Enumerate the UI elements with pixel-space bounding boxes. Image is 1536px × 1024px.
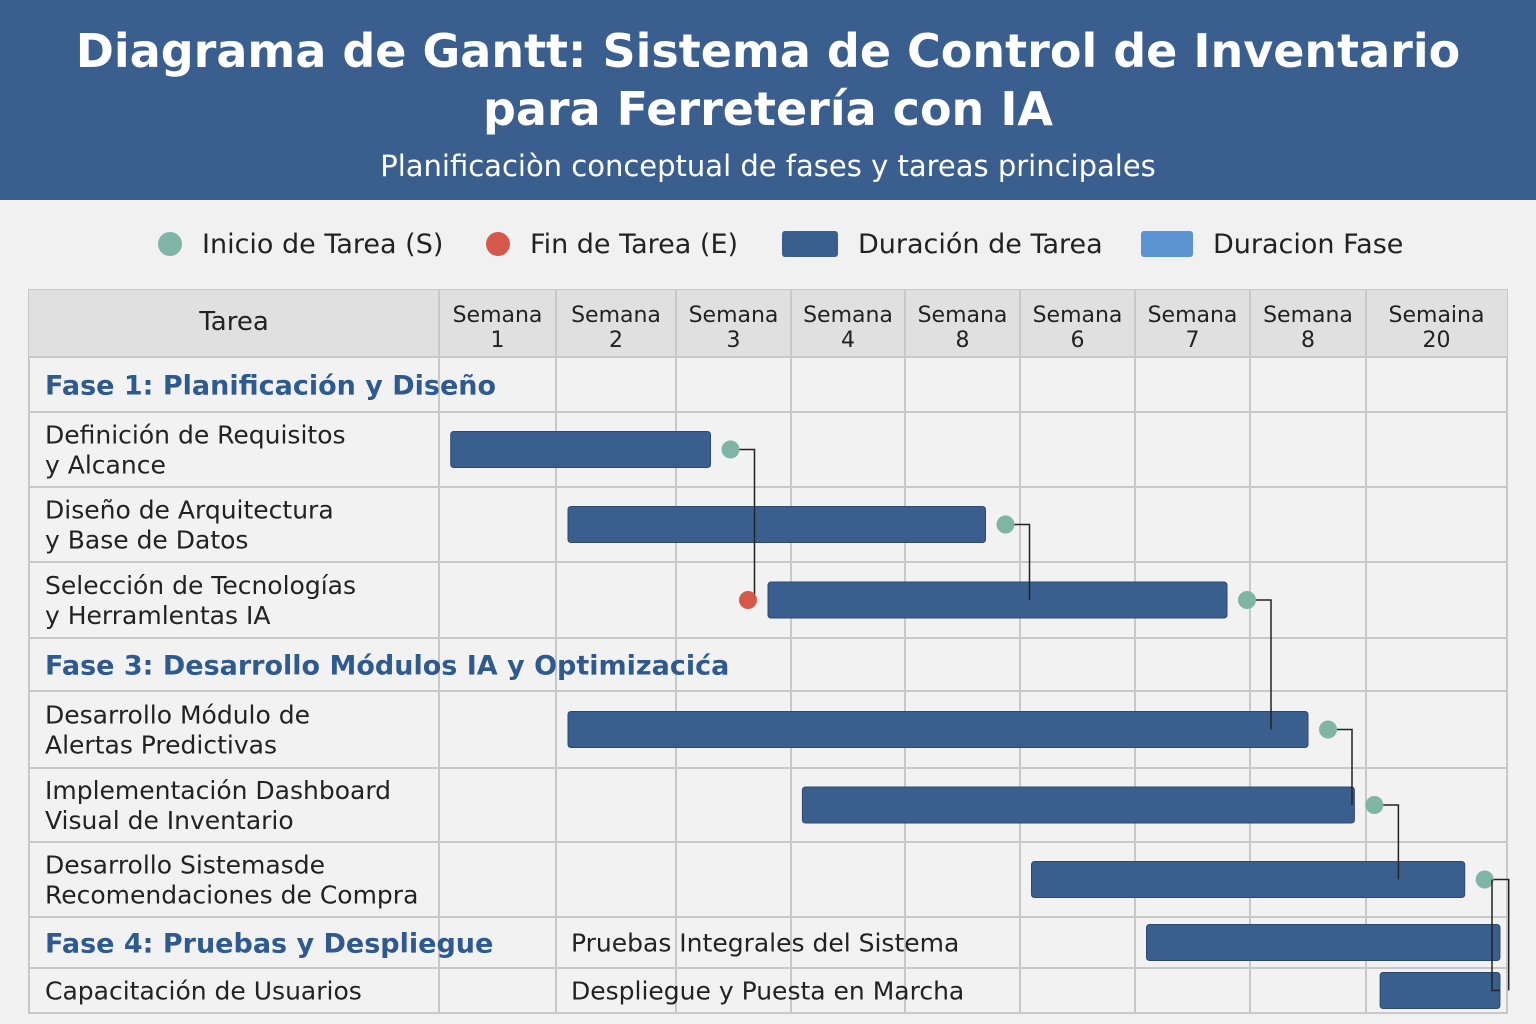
start-marker <box>1475 870 1494 889</box>
phase-label: Fase 4: Pruebas y Despliegue <box>45 929 493 960</box>
week-header-number: 8 <box>1301 328 1315 353</box>
end-marker <box>739 591 757 609</box>
phase-label: Fase 1: Planificación y Diseño <box>45 371 496 402</box>
task-bar <box>567 506 986 543</box>
task-bar <box>1379 972 1501 1009</box>
start-marker <box>996 515 1015 534</box>
legend-end-label: Fin de Tarea (E) <box>530 228 739 260</box>
legend-start: Inicio de Tarea (S) <box>158 220 443 268</box>
week-header-label: Semaina <box>1389 303 1485 328</box>
task-label: Definición de Requisitos <box>45 421 346 450</box>
column-header-tarea: Tarea <box>198 307 269 337</box>
task-label: Visual de Inventario <box>45 806 294 835</box>
task-label: Capacitación de Usuarios <box>45 977 362 1006</box>
week-header-number: 8 <box>956 328 970 353</box>
legend: Inicio de Tarea (S) Fin de Tarea (E) Dur… <box>0 220 1536 268</box>
task-label: y Herramlentas IA <box>45 601 270 630</box>
title-line-1: Diagrama de Gantt: Sistema de Control de… <box>75 24 1461 78</box>
table-header-bg <box>29 290 1507 357</box>
page-subtitle: Planificaciòn conceptual de fases y tare… <box>380 149 1156 183</box>
task-bar <box>767 581 1228 619</box>
task-label: Diseño de Arquitectura <box>45 496 334 525</box>
week-header-number: 4 <box>841 328 855 353</box>
week-header-label: Semana <box>803 303 893 328</box>
title-line-2: para Ferretería con IA <box>482 82 1054 136</box>
week-header-label: Semana <box>453 303 543 328</box>
task-label: Desarrollo Módulo de <box>45 701 310 730</box>
task-bar <box>450 431 711 468</box>
task-bar <box>801 786 1355 824</box>
start-marker <box>1238 591 1256 609</box>
start-marker <box>721 440 740 459</box>
task-label: Recomendaciones de Compra <box>45 881 418 910</box>
header-banner: Diagrama de Gantt: Sistema de Control de… <box>0 0 1536 200</box>
week-header-label: Semana <box>1148 303 1238 328</box>
week-header-number: 6 <box>1071 328 1085 353</box>
phase-label: Fase 3: Desarrollo Módulos IA y Optimiza… <box>45 651 729 682</box>
legend-end: Fin de Tarea (E) <box>486 220 738 268</box>
task-label: Selección de Tecnologías <box>45 571 356 600</box>
legend-phase-label: Duracion Fase <box>1213 228 1404 260</box>
inline-task-label: Despliegue y Puesta en Marcha <box>571 977 964 1006</box>
task-label: y Alcance <box>45 451 166 480</box>
start-marker <box>1365 796 1384 814</box>
start-marker <box>1319 720 1337 739</box>
legend-start-label: Inicio de Tarea (S) <box>202 228 444 260</box>
start-marker-icon <box>158 232 182 256</box>
week-header-number: 20 <box>1423 328 1451 353</box>
inline-task-label: Pruebas Integrales del Sistema <box>571 929 959 958</box>
task-bar <box>1031 861 1466 898</box>
week-header-number: 3 <box>727 328 741 353</box>
phase-bar-swatch-icon <box>1141 231 1193 257</box>
legend-task-label: Duración de Tarea <box>858 228 1103 260</box>
task-bar-swatch-icon <box>782 231 838 257</box>
task-label: Implementación Dashboard <box>45 776 391 805</box>
task-label: Alertas Predictivas <box>45 731 277 760</box>
dependency-connector <box>1491 879 1500 992</box>
week-header-label: Semana <box>689 303 779 328</box>
week-header-number: 1 <box>491 328 505 353</box>
end-marker-icon <box>486 232 510 256</box>
task-label: Desarrollo Sistemasde <box>45 851 325 880</box>
week-header-label: Semana <box>918 303 1008 328</box>
week-header-number: 7 <box>1186 328 1200 353</box>
week-header-label: Semana <box>1263 303 1353 328</box>
week-header-label: Semana <box>1033 303 1123 328</box>
week-header-label: Semana <box>571 303 661 328</box>
legend-phase: Duracion Fase <box>1141 220 1403 268</box>
task-label: y Base de Datos <box>45 526 248 555</box>
task-bar <box>567 711 1309 748</box>
page-title: Diagrama de Gantt: Sistema de Control de… <box>0 22 1536 138</box>
task-bar <box>1146 924 1501 961</box>
legend-task: Duración de Tarea <box>782 220 1103 268</box>
week-header-number: 2 <box>609 328 623 353</box>
